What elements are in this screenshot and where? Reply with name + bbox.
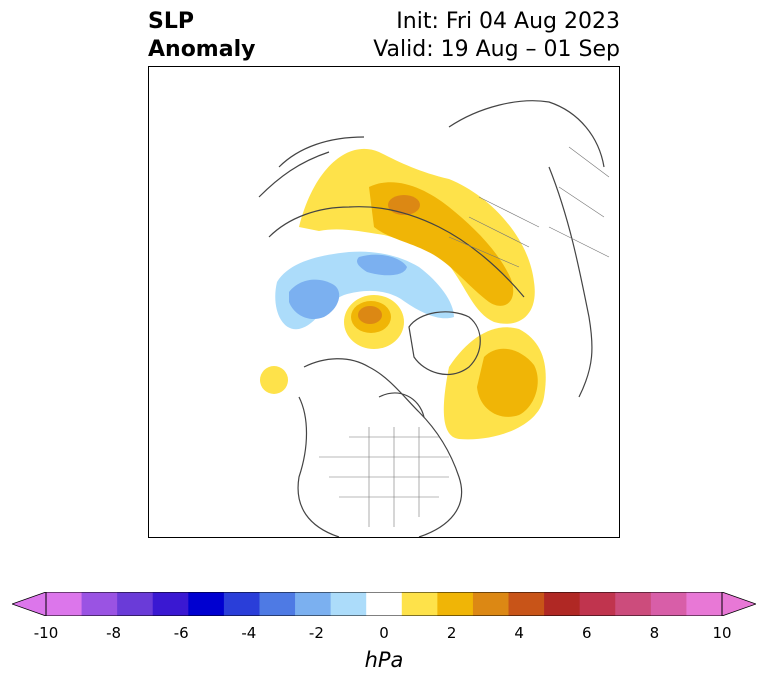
colorbar-tick-label: 2 — [446, 624, 457, 642]
colorbar-tick-label: 0 — [379, 624, 389, 642]
anomaly-contours — [260, 148, 546, 440]
colorbar-tick-label: -8 — [106, 624, 122, 642]
colorbar-tick-label: -4 — [241, 624, 257, 642]
colorbar-tick-label: -6 — [173, 624, 189, 642]
negative-anomaly-core — [289, 279, 340, 320]
colorbar-segment — [615, 592, 652, 616]
init-date: Init: Fri 04 Aug 2023 — [396, 9, 620, 34]
colorbar-tick-label: -2 — [308, 624, 324, 642]
country-borders — [319, 146, 610, 527]
colorbar-segment — [366, 592, 403, 616]
colorbar-extend-high — [721, 592, 756, 616]
colorbar-tick-label: 6 — [582, 624, 592, 642]
anomaly-map — [258, 100, 610, 537]
colorbar-segments — [46, 592, 723, 616]
title-right: Init: Fri 04 Aug 2023 Valid: 19 Aug – 01… — [373, 8, 620, 64]
colorbar-segment — [401, 592, 438, 616]
valid-period: Valid: 19 Aug – 01 Sep — [373, 37, 620, 62]
title-left: SLP Anomaly — [148, 8, 255, 64]
colorbar-units: hPa — [364, 648, 404, 672]
colorbar-segment — [650, 592, 687, 616]
colorbar — [12, 592, 756, 616]
colorbar-outline — [45, 592, 723, 616]
colorbar-segment — [81, 592, 118, 616]
colorbar-segment — [508, 592, 545, 616]
colorbar-segment — [46, 592, 83, 616]
colorbar-segment — [259, 592, 296, 616]
colorbar-segment — [686, 592, 723, 616]
colorbar-tick-label: 8 — [649, 624, 660, 642]
colorbar-tick-label: 4 — [514, 624, 524, 642]
coastlines — [258, 100, 605, 537]
positive-anomaly-north-pacific-small — [260, 366, 288, 394]
positive-anomaly-eurasia-peak — [388, 195, 420, 215]
title-variable: SLP — [148, 9, 194, 34]
colorbar-segment — [437, 592, 474, 616]
positive-anomaly-central-arctic-core — [358, 306, 382, 324]
colorbar-segment — [295, 592, 332, 616]
colorbar-segment — [472, 592, 510, 616]
colorbar-segment — [579, 592, 616, 616]
negative-anomaly-core-east — [356, 254, 407, 276]
colorbar-segment — [117, 592, 154, 616]
title-type: Anomaly — [148, 37, 256, 62]
colorbar-tick-label: 10 — [712, 624, 732, 642]
colorbar-extend-low — [12, 592, 47, 616]
colorbar-segment — [223, 592, 260, 616]
colorbar-segment — [188, 592, 225, 616]
colorbar-segment — [330, 592, 367, 616]
colorbar-tick-label: -10 — [33, 624, 59, 642]
colorbar-segment — [544, 592, 581, 616]
map-panel — [148, 66, 620, 538]
positive-anomaly-greenland-core — [477, 348, 538, 417]
colorbar-segment — [152, 592, 189, 616]
